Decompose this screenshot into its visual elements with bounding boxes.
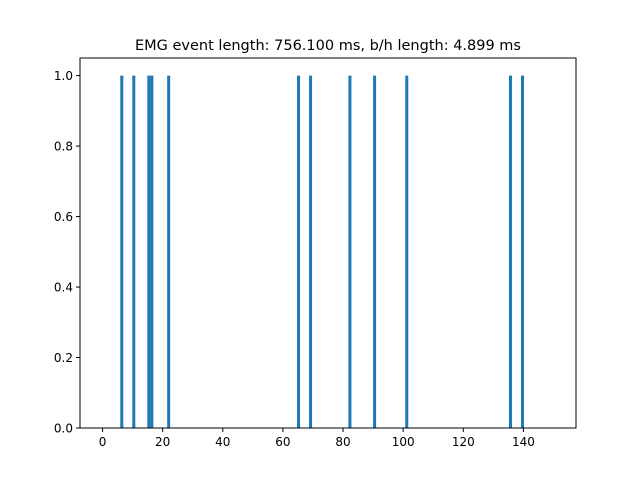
bar-11 [520,75,524,428]
x-tick-label: 0 [99,435,107,449]
y-tick-label: 0.6 [54,210,73,224]
bar-9 [405,75,409,428]
y-tick-label: 0.8 [54,140,73,154]
bar-8 [373,75,377,428]
x-axis-ticks: 0 20 40 60 80 100 120 140 [99,428,535,449]
x-tick-label: 20 [155,435,170,449]
x-tick-label: 140 [512,435,535,449]
bar-2 [147,75,151,428]
bar-0 [120,75,124,428]
x-tick-label: 80 [335,435,350,449]
bar-1 [132,75,136,428]
plot-frame [79,57,577,429]
bar-10 [508,75,512,428]
y-axis-ticks: 0.0 0.2 0.4 0.6 0.8 1.0 [54,69,80,436]
x-tick-label: 120 [452,435,475,449]
bar-7 [348,75,352,428]
y-tick-label: 0.2 [54,351,73,365]
bar-6 [309,75,313,428]
chart-title: EMG event length: 756.100 ms, b/h length… [135,38,521,54]
x-tick-label: 40 [215,435,230,449]
bars-group [120,75,524,428]
y-tick-label: 0.4 [54,281,73,295]
x-tick-label: 60 [275,435,290,449]
x-tick-label: 100 [392,435,415,449]
bar-3 [150,75,154,428]
bar-4 [167,75,171,428]
y-tick-label: 0.0 [54,422,73,436]
bar-5 [297,75,301,428]
y-tick-label: 1.0 [54,69,73,83]
